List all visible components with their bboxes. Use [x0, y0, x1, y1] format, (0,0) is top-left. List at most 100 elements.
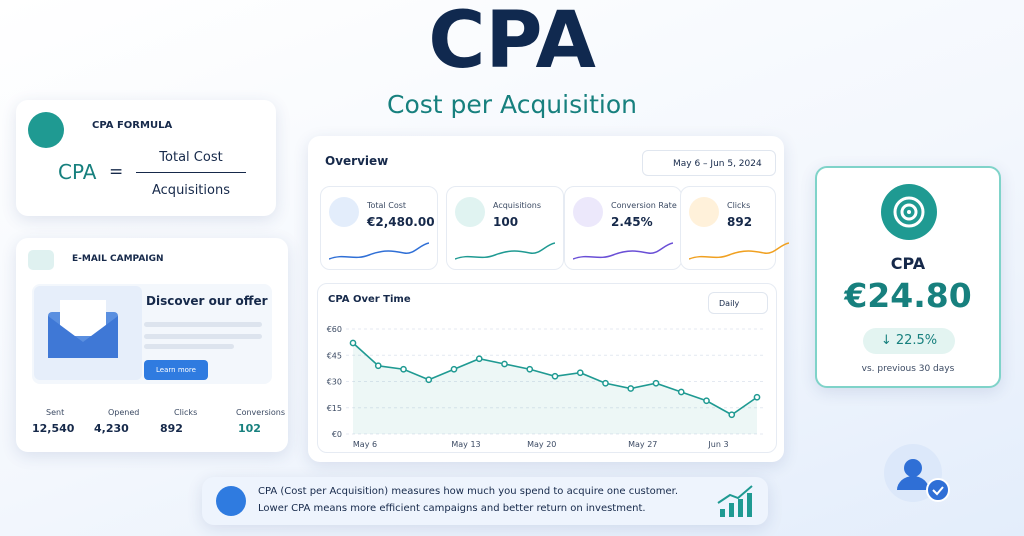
email-icon — [28, 250, 54, 270]
stat-value: 12,540 — [32, 422, 75, 435]
point — [728, 411, 736, 419]
y-tick-label: €0 — [332, 430, 342, 439]
formula-lhs: CPA — [58, 160, 97, 184]
offer-heading: Discover our offer — [146, 294, 268, 308]
envelope-art — [34, 286, 142, 380]
kpi-value: 892 — [727, 215, 753, 229]
kpi-icon — [573, 197, 603, 227]
point — [703, 397, 710, 405]
cpa-card: CPA €24.80 ↓ 22.5% vs. previous 30 days — [815, 166, 1001, 388]
point — [400, 365, 407, 373]
stat: Opened 4,230 — [92, 408, 158, 440]
text-line — [144, 322, 262, 327]
y-tick-label: €45 — [327, 351, 342, 360]
kpi-icon — [329, 197, 359, 227]
formula-icon — [28, 112, 64, 148]
stat-label: Clicks — [174, 408, 198, 417]
cpa-note: vs. previous 30 days — [861, 364, 955, 374]
kpi-value: 2.45% — [611, 215, 653, 229]
point — [652, 379, 660, 387]
period-select[interactable]: Daily — [708, 292, 768, 314]
overview-card: Overview May 6 – Jun 5, 2024 Total Cost €… — [308, 136, 789, 462]
chart-title: CPA Over Time — [328, 294, 411, 305]
email-preview: Discover our offer Learn more — [32, 284, 272, 384]
kpi-card: Acquisitions 100 — [446, 186, 564, 270]
chart-card: CPA Over Time Daily €0 €15 €30 €45 €60 May 6 M… — [317, 283, 777, 453]
stat: Clicks 892 — [158, 408, 224, 440]
x-tick-label: May 6 — [353, 440, 377, 449]
user-icon — [897, 459, 950, 502]
stat-label: Opened — [108, 408, 140, 417]
point — [576, 369, 584, 377]
point — [501, 360, 508, 368]
kpi-label: Acquisitions — [493, 201, 541, 210]
point — [349, 339, 357, 347]
date-picker[interactable]: May 6 – Jun 5, 2024 — [642, 150, 776, 176]
target — [893, 196, 925, 228]
overview-title: Overview — [325, 154, 389, 168]
stat: Conversions 102 — [220, 408, 286, 440]
kpi-card: Total Cost €2,480.00 — [320, 186, 438, 270]
formula-card: CPA FORMULA CPA = Total Cost Acquisition… — [16, 100, 276, 216]
growth-icon — [717, 485, 753, 517]
stat-label: Sent — [46, 408, 65, 417]
point — [677, 388, 685, 396]
stat-value: 892 — [160, 422, 183, 435]
subtitle: Cost per Acquisition — [387, 90, 637, 119]
sparkline — [455, 242, 555, 260]
numerator: Total Cost — [159, 150, 223, 165]
sparkline — [329, 242, 429, 260]
point — [450, 365, 458, 373]
point — [374, 362, 382, 370]
x-tick-label: May 20 — [527, 440, 556, 449]
cpa-value: €24.80 — [844, 276, 972, 315]
title: CPA — [428, 0, 596, 86]
line-chart: €0 €15 €30 €45 €60 May 6 May 13 May 20 May 27 Jun… — [327, 325, 766, 449]
x-tick-label: May 27 — [628, 440, 657, 449]
kpi-card: Conversion Rate 2.45% — [564, 186, 682, 270]
cpa-change: ↓ 22.5% — [863, 328, 955, 354]
kpi-value: 100 — [493, 215, 519, 229]
footer-note: CPA (Cost per Acquisition) measures how … — [202, 477, 768, 525]
kpi-icon — [689, 197, 719, 227]
y-tick-label: €30 — [327, 378, 342, 387]
formula-title: CPA FORMULA — [92, 120, 173, 131]
x-tick-label: Jun 3 — [707, 440, 728, 449]
kpi-card: Clicks 892 — [680, 186, 789, 270]
change-value: 22.5% — [895, 333, 938, 348]
kpi-label: Total Cost — [367, 201, 407, 210]
point — [602, 379, 609, 387]
formula-equals: = — [109, 162, 124, 182]
y-tick-label: €60 — [327, 325, 342, 334]
stat-label: Conversions — [236, 408, 286, 417]
footer-line: CPA (Cost per Acquisition) measures how … — [258, 486, 679, 497]
learn-more-button[interactable]: Learn more — [144, 360, 208, 380]
y-tick-label: €15 — [327, 404, 342, 413]
point — [425, 376, 433, 384]
target-icon — [881, 184, 937, 240]
kpi-value: €2,480.00 — [367, 215, 435, 229]
user-avatar — [884, 444, 950, 502]
footer-line: Lower CPA means more efficient campaigns… — [258, 503, 646, 514]
stat-value: 102 — [238, 422, 261, 435]
sparkline — [573, 242, 673, 260]
cpa-label: CPA — [890, 254, 926, 273]
point — [475, 355, 483, 363]
point — [526, 365, 534, 373]
stat: Sent 12,540 — [30, 408, 96, 440]
email-title: E-MAIL CAMPAIGN — [72, 254, 164, 264]
point — [753, 393, 761, 401]
point — [627, 385, 635, 392]
stat-value: 4,230 — [94, 422, 129, 435]
fraction-bar — [136, 172, 246, 173]
kpi-label: Conversion Rate — [611, 201, 677, 210]
kpi-label: Clicks — [727, 201, 751, 210]
line-area — [353, 343, 757, 434]
envelope — [48, 300, 118, 358]
text-line — [144, 344, 234, 349]
denominator: Acquisitions — [152, 183, 230, 198]
email-card: E-MAIL CAMPAIGN Discover our offer Learn… — [16, 238, 288, 452]
kpi-icon — [455, 197, 485, 227]
point — [551, 372, 559, 380]
